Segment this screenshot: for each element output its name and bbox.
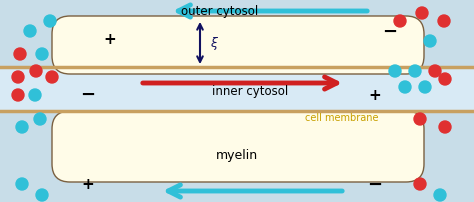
Circle shape — [34, 114, 46, 125]
Circle shape — [16, 121, 28, 133]
Circle shape — [419, 82, 431, 94]
Circle shape — [389, 66, 401, 78]
Circle shape — [46, 72, 58, 84]
Circle shape — [29, 89, 41, 101]
Text: $\xi$: $\xi$ — [210, 34, 219, 51]
Circle shape — [414, 178, 426, 190]
Text: −: − — [383, 23, 398, 41]
Circle shape — [438, 16, 450, 28]
Text: +: + — [82, 177, 94, 191]
Text: myelin: myelin — [216, 148, 258, 161]
FancyBboxPatch shape — [0, 68, 474, 112]
Circle shape — [429, 66, 441, 78]
Circle shape — [16, 178, 28, 190]
Text: cell membrane: cell membrane — [305, 113, 379, 122]
Circle shape — [409, 66, 421, 78]
FancyBboxPatch shape — [52, 112, 424, 182]
Circle shape — [44, 16, 56, 28]
Text: outer cytosol: outer cytosol — [182, 5, 259, 18]
Circle shape — [416, 8, 428, 20]
FancyBboxPatch shape — [52, 17, 424, 75]
Circle shape — [24, 26, 36, 38]
Circle shape — [424, 36, 436, 48]
Circle shape — [36, 189, 48, 201]
Text: inner cytosol: inner cytosol — [212, 85, 288, 98]
Circle shape — [439, 121, 451, 133]
Circle shape — [12, 89, 24, 101]
Circle shape — [36, 49, 48, 61]
Circle shape — [414, 114, 426, 125]
Circle shape — [394, 16, 406, 28]
Circle shape — [14, 49, 26, 61]
Circle shape — [434, 189, 446, 201]
Text: −: − — [367, 175, 383, 193]
Circle shape — [12, 72, 24, 84]
Text: +: + — [104, 32, 117, 47]
Circle shape — [439, 74, 451, 86]
Text: +: + — [369, 87, 382, 102]
Circle shape — [30, 66, 42, 78]
Circle shape — [399, 82, 411, 94]
Text: −: − — [81, 86, 96, 103]
